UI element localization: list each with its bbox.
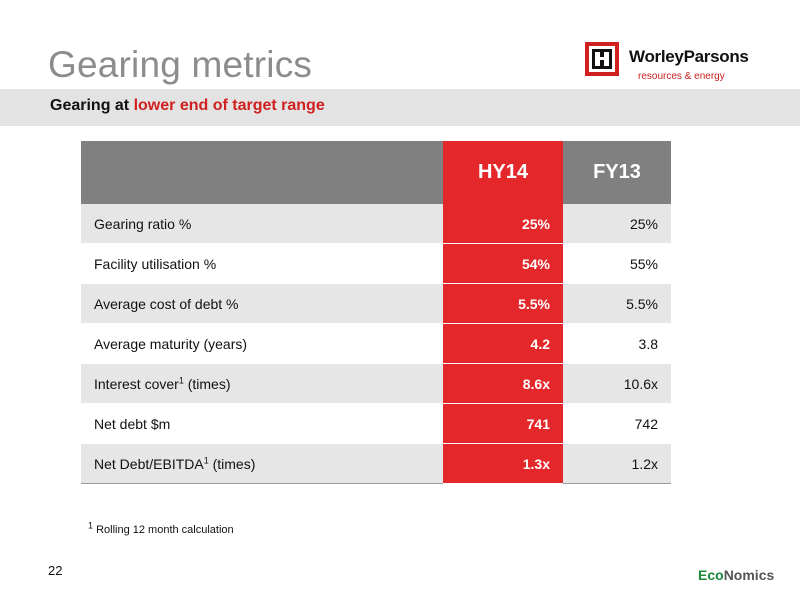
hy14-value: 1.3x (443, 443, 563, 484)
worleyparsons-emblem-icon (585, 42, 619, 76)
row-label-text: Average cost of debt % (94, 295, 239, 312)
page-title: Gearing metrics (48, 44, 313, 85)
hy14-value: 5.5% (443, 283, 563, 324)
table-row: Average cost of debt % 5.5% 5.5% (81, 283, 671, 324)
row-label: Interest cover1 (times) (81, 363, 443, 404)
table-row: Interest cover1 (times) 8.6x 10.6x (81, 363, 671, 404)
worleyparsons-logo: WorleyParsons resources & energy (585, 42, 775, 87)
subtitle-highlight: lower end of target range (133, 97, 325, 114)
row-label: Net Debt/EBITDA1 (times) (81, 443, 443, 484)
row-label: Average maturity (years) (81, 323, 443, 364)
footnote-ref: 1 (203, 454, 209, 465)
row-label-suffix: (times) (183, 375, 231, 392)
row-label: Gearing ratio % (81, 204, 443, 244)
hy14-value: 4.2 (443, 323, 563, 364)
fy13-value: 1.2x (563, 443, 671, 484)
row-label: Average cost of debt % (81, 283, 443, 324)
row-label-text: Interest cover (94, 375, 179, 392)
row-label-text: Facility utilisation % (94, 255, 217, 272)
fy13-value: 5.5% (563, 283, 671, 324)
brand-tagline: resources & energy (638, 71, 725, 82)
brand-name: WorleyParsons (629, 47, 749, 66)
column-header-fy13: FY13 (563, 141, 671, 204)
footnote-ref: 1 (178, 374, 184, 385)
fy13-value: 3.8 (563, 323, 671, 364)
subtitle: Gearing at lower end of target range (50, 97, 325, 115)
row-label-text: Net Debt/EBITDA (94, 455, 204, 472)
economics-logo-part2: Nomics (723, 567, 775, 583)
page-number: 22 (48, 563, 63, 578)
footnote-text: Rolling 12 month calculation (96, 524, 234, 536)
footnote: 1 Rolling 12 month calculation (88, 521, 234, 536)
hy14-value: 741 (443, 403, 563, 444)
table-row: Net debt $m 741 742 (81, 403, 671, 444)
row-label-text: Average maturity (years) (94, 335, 248, 352)
row-label: Net debt $m (81, 403, 443, 444)
table-header-row: HY14 FY13 (81, 141, 671, 204)
table-row: Facility utilisation % 54% 55% (81, 243, 671, 284)
gearing-metrics-table: HY14 FY13 Gearing ratio % 25% 25% Facility … (81, 141, 671, 484)
header-blank-cell (81, 141, 443, 204)
column-header-hy14: HY14 (443, 141, 563, 204)
fy13-value: 10.6x (563, 363, 671, 404)
subtitle-prefix: Gearing at (50, 97, 134, 114)
row-label: Facility utilisation % (81, 243, 443, 284)
row-label-suffix: (times) (208, 455, 256, 472)
footnote-marker: 1 (88, 520, 94, 531)
table-body: Gearing ratio % 25% 25% Facility utilisatio… (81, 204, 671, 484)
row-label-text: Net debt $m (94, 415, 171, 432)
fy13-value: 742 (563, 403, 671, 444)
table-row: Average maturity (years) 4.2 3.8 (81, 323, 671, 364)
fy13-value: 25% (563, 204, 671, 244)
economics-logo-part1: Eco (698, 567, 724, 583)
subtitle-bar (0, 89, 800, 126)
fy13-value: 55% (563, 243, 671, 284)
economics-logo: EcoNomics (698, 567, 774, 583)
hy14-value: 25% (443, 204, 563, 244)
table-row: Net Debt/EBITDA1 (times) 1.3x 1.2x (81, 443, 671, 484)
hy14-value: 8.6x (443, 363, 563, 404)
hy14-value: 54% (443, 243, 563, 284)
table-row: Gearing ratio % 25% 25% (81, 204, 671, 244)
row-label-text: Gearing ratio % (94, 215, 192, 232)
